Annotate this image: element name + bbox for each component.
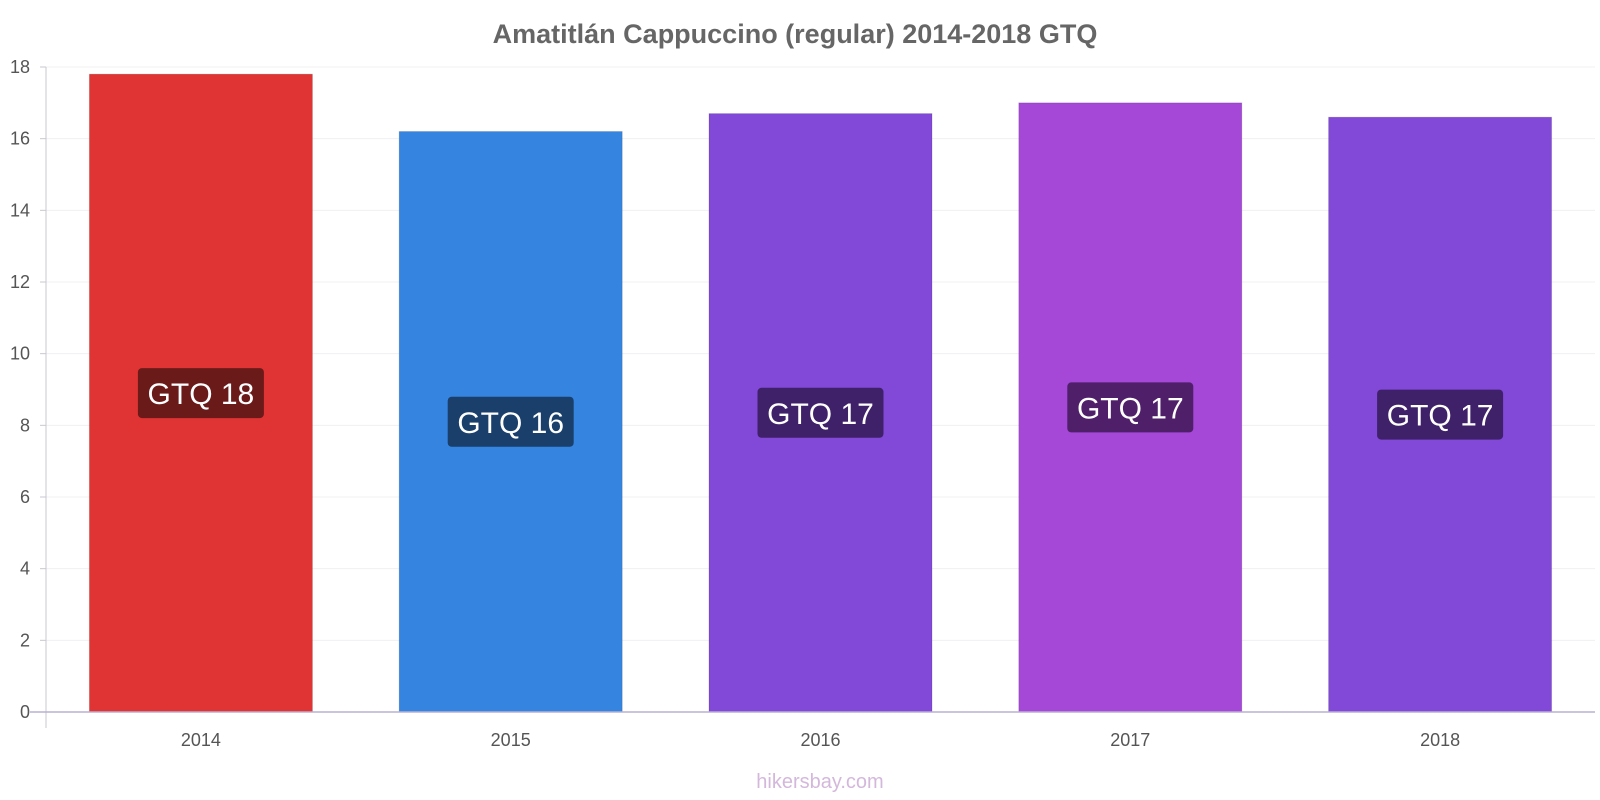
y-axis-ticks: 0 2 4 6 8 10 12 14 16 18 xyxy=(10,57,46,722)
data-label-2016: GTQ 17 xyxy=(767,398,874,431)
x-tick-label: 2016 xyxy=(800,730,840,750)
data-label-2017: GTQ 17 xyxy=(1077,392,1184,425)
x-tick-label: 2018 xyxy=(1420,730,1460,750)
chart-title: Amatitlán Cappuccino (regular) 2014-2018… xyxy=(493,19,1098,49)
y-tick-label: 2 xyxy=(20,630,30,650)
data-label-box xyxy=(757,387,884,438)
x-tick-label: 2017 xyxy=(1110,730,1150,750)
y-tick-label: 12 xyxy=(10,272,30,292)
data-label-box xyxy=(447,396,574,447)
y-tick-label: 6 xyxy=(20,487,30,507)
y-tick-label: 0 xyxy=(20,702,30,722)
credit-text: hikersbay.com xyxy=(756,771,883,793)
data-label-2015: GTQ 16 xyxy=(457,407,564,440)
y-tick-label: 14 xyxy=(10,200,30,220)
y-tick-label: 16 xyxy=(10,129,30,149)
data-label-box xyxy=(1067,382,1194,433)
data-label-2018: GTQ 17 xyxy=(1387,400,1494,433)
y-tick-label: 8 xyxy=(20,415,30,435)
x-tick-label: 2015 xyxy=(491,730,531,750)
data-label-box xyxy=(137,368,264,419)
y-tick-label: 10 xyxy=(10,344,30,364)
x-axis-ticks: 2014 2015 2016 2017 2018 xyxy=(181,730,1460,750)
y-tick-label: 4 xyxy=(20,559,30,579)
data-label-2014: GTQ 18 xyxy=(148,378,255,411)
x-tick-label: 2014 xyxy=(181,730,221,750)
data-label-box xyxy=(1377,389,1504,440)
data-labels: GTQ 18 GTQ 16 GTQ 17 GTQ 17 GTQ 17 xyxy=(137,368,1504,447)
y-tick-label: 18 xyxy=(10,57,30,77)
